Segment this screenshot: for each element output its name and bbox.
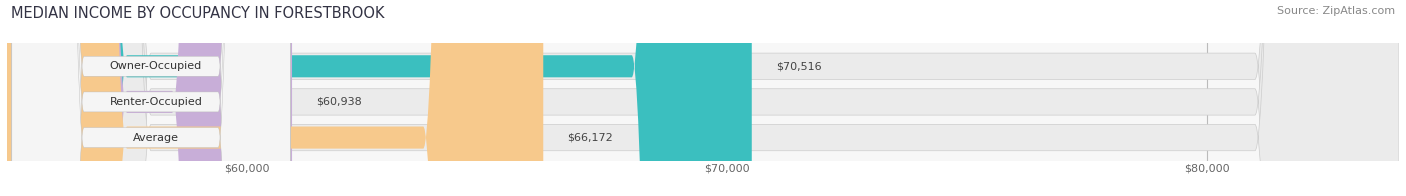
FancyBboxPatch shape	[7, 0, 1399, 196]
Text: MEDIAN INCOME BY OCCUPANCY IN FORESTBROOK: MEDIAN INCOME BY OCCUPANCY IN FORESTBROO…	[11, 6, 385, 21]
Text: Owner-Occupied: Owner-Occupied	[110, 61, 202, 71]
Text: $70,516: $70,516	[776, 61, 821, 71]
FancyBboxPatch shape	[11, 0, 290, 196]
FancyBboxPatch shape	[11, 0, 290, 196]
FancyBboxPatch shape	[7, 0, 292, 196]
Text: Average: Average	[132, 132, 179, 142]
Text: $66,172: $66,172	[567, 132, 613, 142]
Text: Renter-Occupied: Renter-Occupied	[110, 97, 202, 107]
FancyBboxPatch shape	[7, 0, 543, 196]
FancyBboxPatch shape	[7, 0, 1399, 196]
FancyBboxPatch shape	[7, 0, 1399, 196]
Text: $60,938: $60,938	[316, 97, 361, 107]
FancyBboxPatch shape	[7, 0, 752, 196]
FancyBboxPatch shape	[11, 0, 290, 196]
Text: Source: ZipAtlas.com: Source: ZipAtlas.com	[1277, 6, 1395, 16]
